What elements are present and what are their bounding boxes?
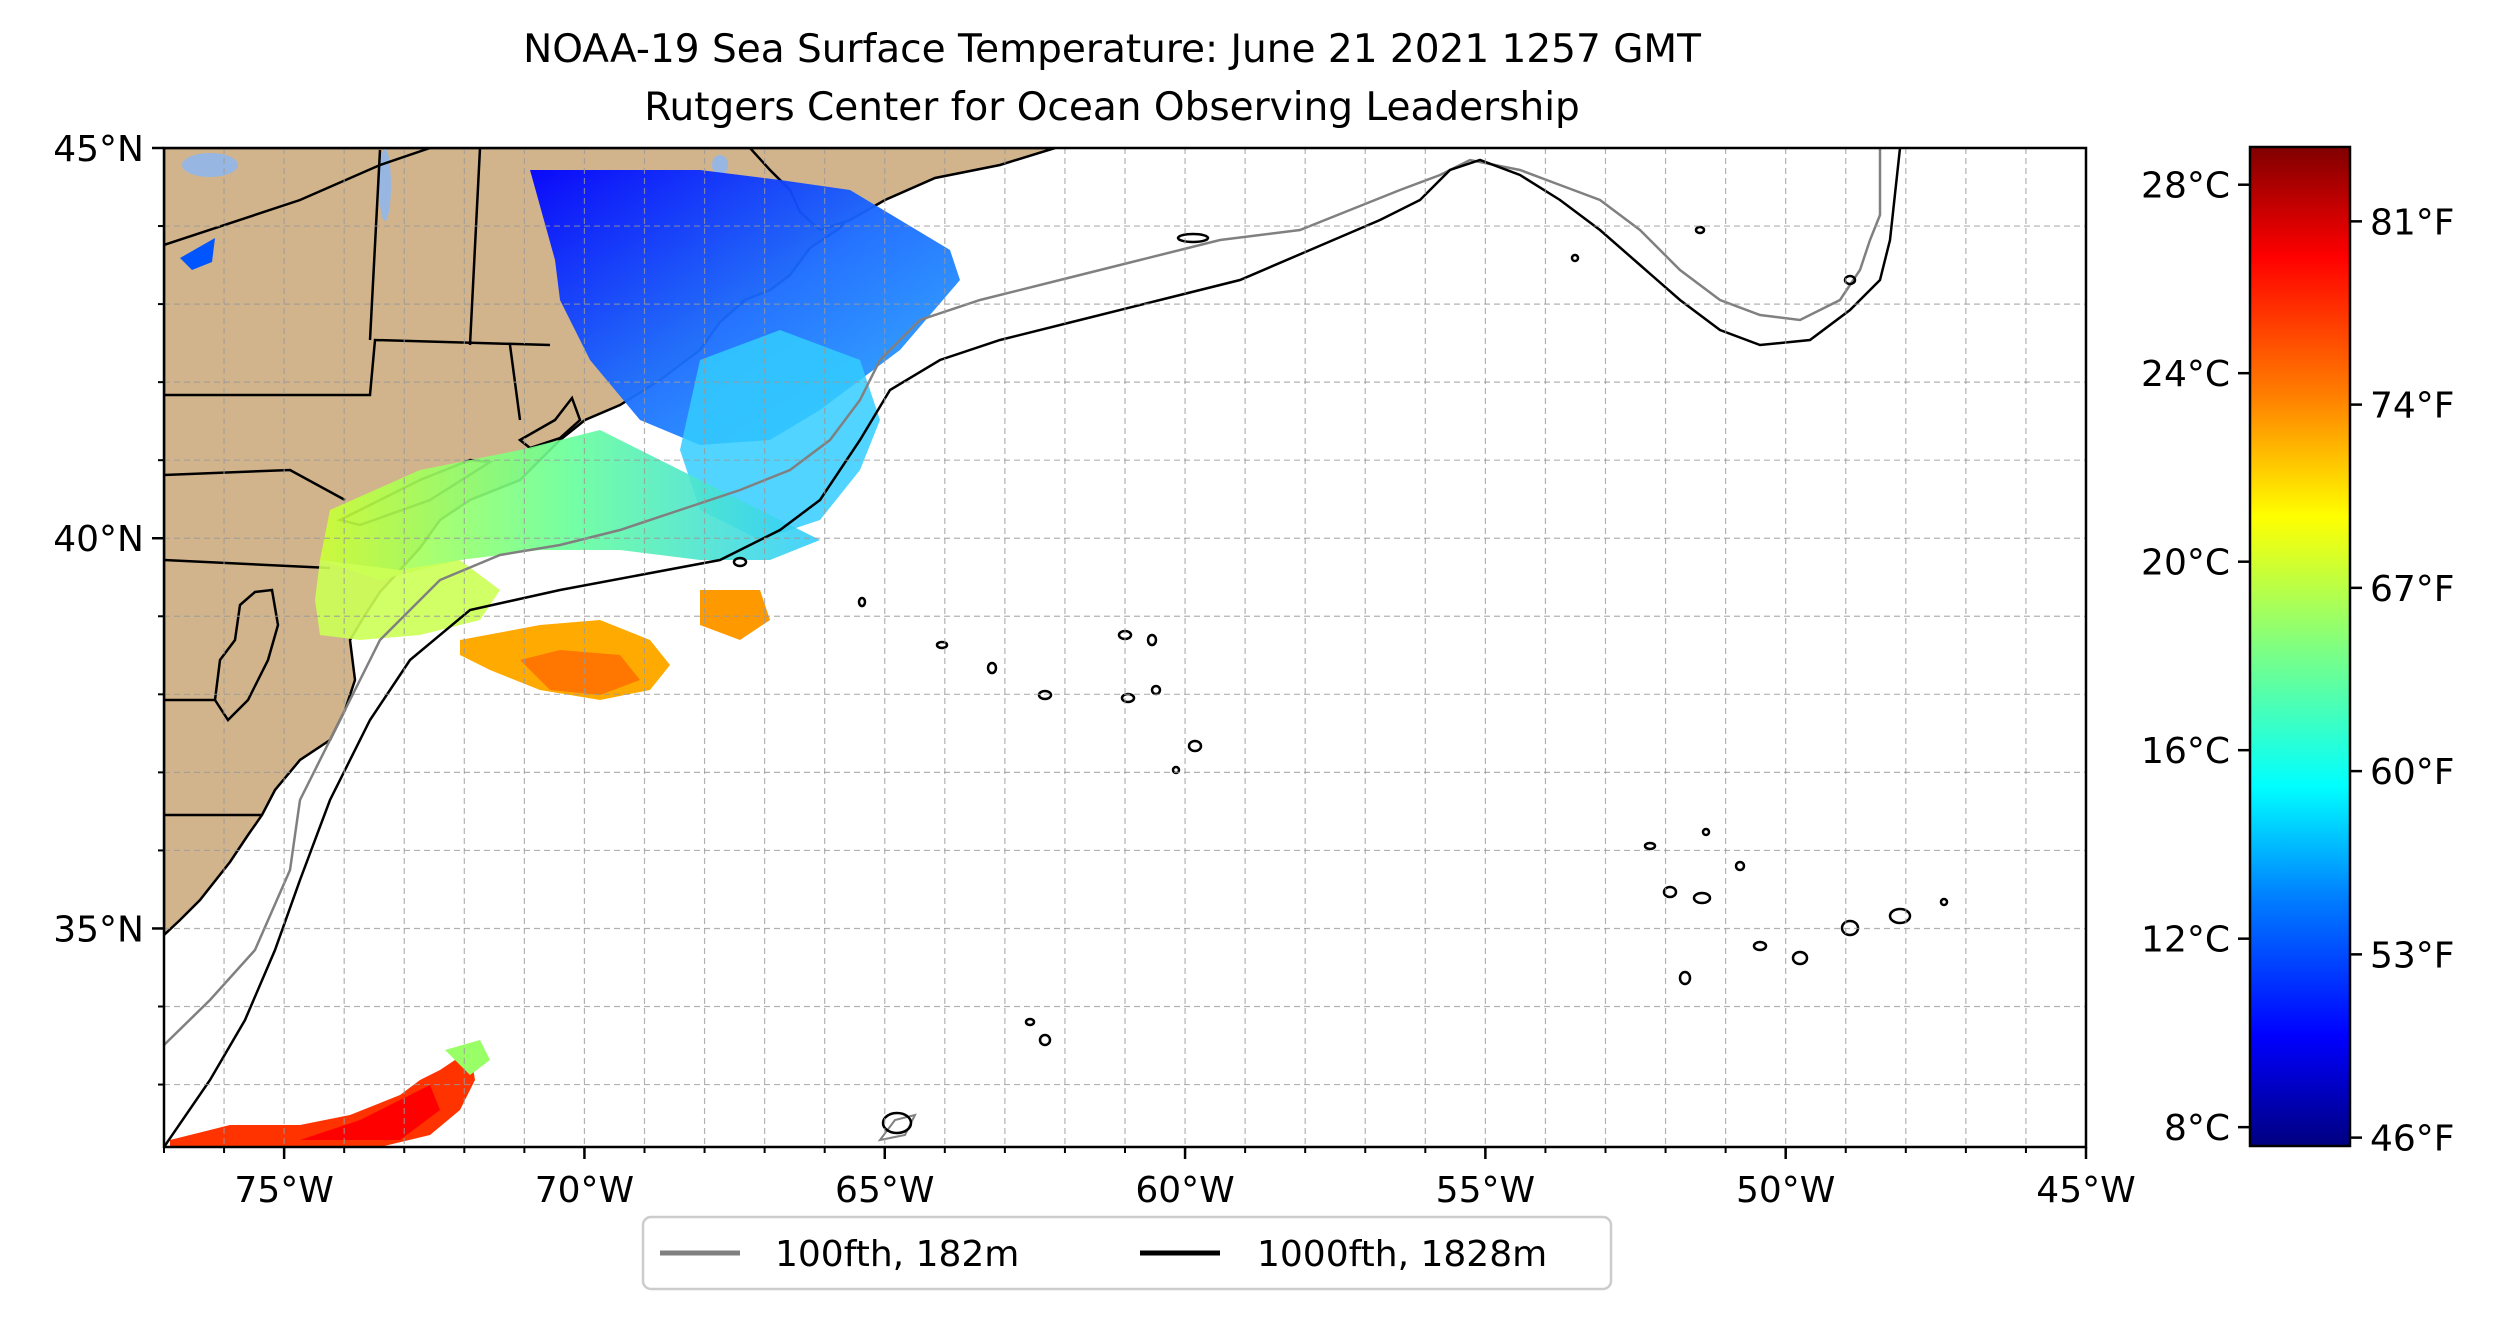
grid-lines: [164, 148, 2086, 1147]
colorbar: 28°C 24°C 20°C 16°C 12°C 8°C 81°F 74°F 67°F 60°F 5…: [2141, 145, 2455, 1160]
y-tick-label: 40°N: [53, 519, 144, 560]
lake-champlain: [379, 149, 391, 221]
colorbar-celsius-label: 8°C: [2164, 1108, 2230, 1149]
sst-gulf-stream-core: [300, 1085, 440, 1140]
colorbar-gradient: [2248, 145, 2352, 1148]
colorbar-celsius-label: 16°C: [2141, 731, 2230, 772]
legend: 100fth, 182m 1000fth, 1828m: [641, 1215, 1613, 1291]
legend-label-100fth: 100fth, 182m: [775, 1234, 1019, 1275]
map-axes: 75°W 70°W 65°W 60°W 55°W 50°W 45°W 45°N 40°N 35°N: [53, 129, 2135, 1211]
colorbar-celsius-label: 12°C: [2141, 920, 2230, 961]
moosehead-lake: [712, 155, 728, 175]
figure-subtitle: Rutgers Center for Ocean Observing Leade…: [644, 85, 1580, 130]
legend-box: [641, 1215, 1613, 1291]
delmarva-peninsula: [213, 588, 280, 722]
sst-nj-shelf: [315, 560, 500, 640]
x-tick-label: 70°W: [535, 1170, 634, 1211]
x-tick-label: 60°W: [1135, 1170, 1234, 1211]
lake-northwest: [182, 153, 238, 177]
y-tick-label: 45°N: [53, 129, 144, 170]
lakes: [182, 149, 728, 221]
colorbar-celsius-label: 20°C: [2141, 543, 2230, 584]
x-tick-label: 55°W: [1436, 1170, 1535, 1211]
figure-title: NOAA-19 Sea Surface Temperature: June 21…: [523, 27, 1701, 72]
sea-mount-cluster: [877, 1113, 917, 1142]
x-tick-label: 45°W: [2036, 1170, 2135, 1211]
colorbar-ticks: 28°C 24°C 20°C 16°C 12°C 8°C 81°F 74°F 67°F 60°F 5…: [2141, 166, 2454, 1160]
sst-southern-new-england: [320, 430, 820, 580]
colorbar-celsius-label: 28°C: [2141, 166, 2230, 207]
isobaths: [164, 148, 1902, 1147]
sst-gulf-stream-edge: [445, 1040, 490, 1075]
legend-label-1000fth: 1000fth, 1828m: [1257, 1234, 1547, 1275]
state-borders: [164, 148, 551, 817]
isobath-1000fth: [164, 148, 1902, 1147]
x-tick-label: 50°W: [1736, 1170, 1835, 1211]
colorbar-fahrenheit-label: 81°F: [2370, 202, 2455, 243]
colorbar-celsius-label: 24°C: [2141, 354, 2230, 395]
colorbar-fahrenheit-label: 60°F: [2370, 752, 2455, 793]
colorbar-fahrenheit-label: 74°F: [2370, 386, 2455, 427]
isobath-100fth: [164, 148, 1882, 1046]
colorbar-fahrenheit-label: 53°F: [2370, 935, 2455, 976]
x-tick-label: 65°W: [835, 1170, 934, 1211]
y-tick-label: 35°N: [53, 909, 144, 950]
colorbar-fahrenheit-label: 46°F: [2370, 1119, 2455, 1160]
x-tick-label: 75°W: [234, 1170, 333, 1211]
sst-slope-sea-edge: [520, 650, 640, 695]
colorbar-fahrenheit-label: 67°F: [2370, 569, 2455, 610]
map-panel: [164, 148, 2086, 1147]
sst-warm-offshore: [700, 590, 770, 640]
